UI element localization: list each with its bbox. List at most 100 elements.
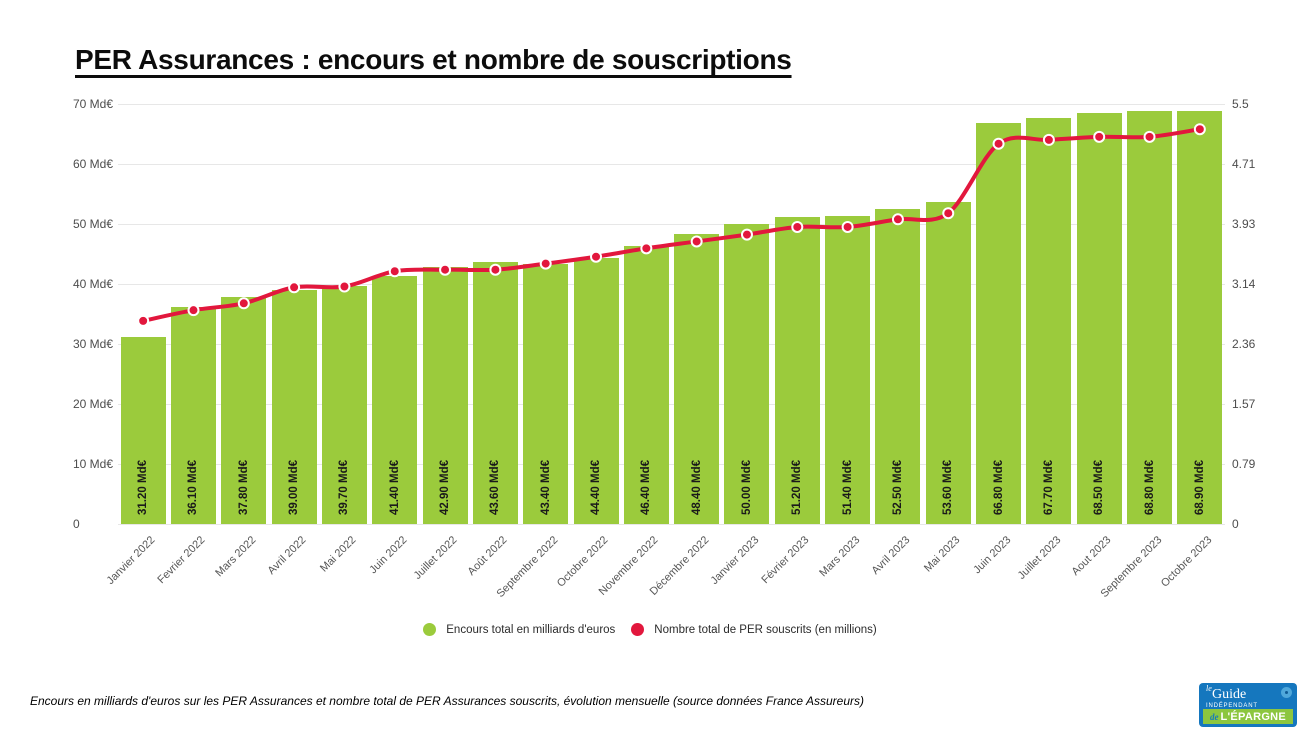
bar: 68.90 Md€: [1177, 110, 1223, 524]
line-point: [992, 137, 1005, 150]
legend-dot-icon: [631, 623, 645, 636]
line-point: [137, 314, 150, 327]
bar: 67.70 Md€: [1026, 117, 1072, 524]
x-axis-tick: Mai 2022: [318, 534, 359, 575]
line-point: [1193, 123, 1206, 136]
x-axis-tick: Avril 2022: [265, 534, 309, 577]
legend-item: Encours total en milliards d'euros: [423, 623, 615, 636]
gridline: [118, 404, 1225, 405]
line-point: [1143, 130, 1156, 143]
x-axis-tick: Janvier 2022: [104, 534, 158, 588]
line-point: [338, 280, 351, 293]
logo-independant-text: INDÉPENDANT: [1206, 703, 1258, 709]
bar: 41.40 Md€: [372, 275, 418, 524]
line-point: [489, 263, 502, 276]
subscriptions-line: [141, 127, 1202, 323]
line-point: [791, 220, 804, 233]
subscriptions-line-layer: [137, 123, 1206, 327]
legend-item: Nombre total de PER souscrits (en millio…: [631, 623, 877, 636]
logo-epargne-text: L'ÉPARGNE: [1220, 710, 1287, 723]
x-axis-tick: Fevrier 2022: [155, 534, 208, 587]
logo-green-strip: de L'ÉPARGNE: [1203, 709, 1293, 724]
x-axis-tick: Mars 2022: [213, 534, 259, 580]
x-axis-tick: Août 2022: [465, 534, 510, 578]
gridline: [118, 224, 1225, 225]
chart-legend: Encours total en milliards d'euros Nombre…: [0, 623, 1300, 636]
line-point: [690, 235, 703, 248]
y-axis-left-tick: 10 Md€: [73, 457, 114, 471]
x-axis-tick: Avril 2023: [869, 534, 913, 577]
line-point: [891, 213, 904, 226]
logo-emblem-icon: [1281, 687, 1292, 698]
gridline: [118, 284, 1225, 285]
bar: 44.40 Md€: [573, 257, 619, 524]
bar: 36.10 Md€: [170, 307, 216, 524]
line-point: [1093, 130, 1106, 143]
line-point: [388, 265, 401, 278]
y-axis-right-tick: 1.57: [1232, 397, 1256, 411]
line-point: [539, 257, 552, 270]
line-point: [288, 281, 301, 294]
x-axis-tick: Février 2023: [759, 534, 812, 587]
x-axis-tick: Janvier 2023: [708, 534, 762, 588]
y-axis-left-tick: 0: [73, 517, 80, 531]
bar: 68.80 Md€: [1127, 111, 1173, 524]
bar: 68.50 Md€: [1076, 113, 1122, 524]
y-axis-right-tick: 0: [1232, 517, 1239, 531]
logo-guide-text: Guide: [1212, 687, 1247, 702]
plot-area: 0 0 10 Md€ 0.79 20 Md€ 1.57 30 Md€ 2.36 40 Md€ 3.…: [73, 97, 1255, 600]
y-axis-right-tick: 4.71: [1232, 157, 1256, 171]
legend-label: Encours total en milliards d'euros: [446, 623, 616, 636]
y-axis-right-tick: 3.14: [1232, 277, 1256, 291]
bar: 50.00 Md€: [724, 224, 770, 524]
gridline: [118, 164, 1225, 165]
bar: 51.40 Md€: [825, 215, 871, 524]
bar: 66.80 Md€: [976, 123, 1022, 524]
gridline: [118, 104, 1225, 105]
bar: 46.40 Md€: [623, 245, 669, 524]
y-axis-right-tick: 0.79: [1232, 457, 1256, 471]
y-axis-right-tick: 2.36: [1232, 337, 1256, 351]
bar: 39.00 Md€: [271, 290, 317, 524]
gridline: [118, 464, 1225, 465]
y-axis-left-tick: 20 Md€: [73, 397, 114, 411]
x-axis-tick: Octobre 2023: [1158, 534, 1215, 590]
y-axis-left-tick: 60 Md€: [73, 157, 114, 171]
line-point: [187, 304, 200, 317]
bar: 43.60 Md€: [472, 262, 518, 524]
gridline: [118, 344, 1225, 345]
logo-de-text: de: [1209, 711, 1219, 722]
x-axis-tick: Aout 2023: [1069, 534, 1114, 578]
y-axis-left-tick: 70 Md€: [73, 97, 114, 111]
x-axis-tick: Juin 2022: [367, 534, 410, 577]
gridline: [118, 524, 1225, 525]
y-axis-left-tick: 40 Md€: [73, 277, 114, 291]
y-axis-right-tick: 3.93: [1232, 217, 1256, 231]
line-point: [841, 220, 854, 233]
source-caption: Encours en milliards d'euros sur les PER…: [30, 694, 864, 708]
line-point: [1042, 133, 1055, 146]
x-axis-tick: Mars 2023: [816, 534, 863, 580]
x-axis-tick: Octobre 2022: [554, 534, 611, 590]
bar: 42.90 Md€: [422, 266, 468, 524]
x-axis-tick: Juin 2023: [970, 534, 1014, 577]
bar: 48.40 Md€: [674, 233, 720, 524]
legend-dot-icon: [423, 623, 437, 636]
guide-epargne-logo: le Guide INDÉPENDANT de L'ÉPARGNE: [1199, 683, 1297, 727]
bar: 39.70 Md€: [321, 285, 367, 524]
y-axis-right-tick: 5.5: [1232, 97, 1249, 111]
bar: 43.40 Md€: [523, 263, 569, 524]
bar: 37.80 Md€: [221, 297, 267, 524]
line-point: [942, 207, 955, 220]
bar: 52.50 Md€: [875, 209, 921, 524]
y-axis-left-tick: 30 Md€: [73, 337, 114, 351]
y-axis-left-tick: 50 Md€: [73, 217, 114, 231]
line-point: [740, 228, 753, 241]
x-axis-tick: Juillet 2022: [411, 534, 460, 582]
bar: 53.60 Md€: [925, 202, 971, 524]
bar: 51.20 Md€: [774, 216, 820, 524]
chart-title: PER Assurances : encours et nombre de so…: [75, 44, 792, 75]
bar: 31.20 Md€: [120, 336, 166, 524]
x-axis-tick: Juillet 2023: [1015, 534, 1064, 582]
